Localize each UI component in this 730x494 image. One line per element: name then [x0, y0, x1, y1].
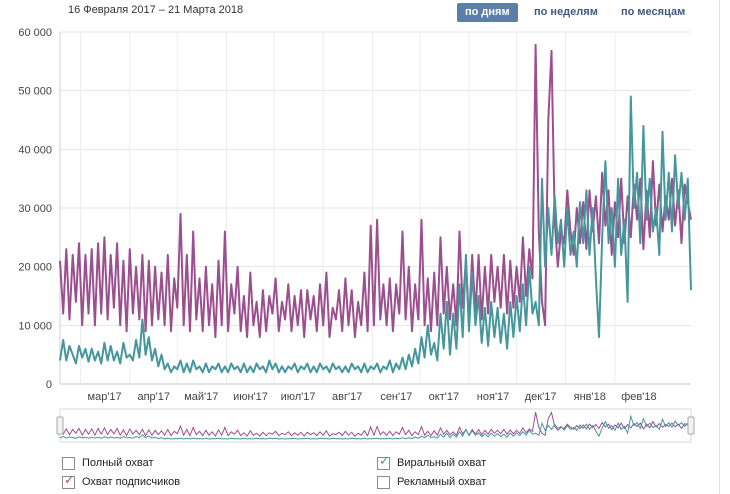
- series-line-0: [59, 43, 692, 339]
- x-tick-label: июн'17: [233, 391, 268, 403]
- check-icon: ✓: [64, 472, 75, 487]
- tab-by-months[interactable]: по месяцам: [621, 6, 686, 18]
- page-right-divider: [719, 0, 720, 494]
- navigator-line-1: [59, 414, 692, 440]
- legend-checkbox-subscriber-reach[interactable]: ✓: [62, 472, 75, 489]
- range-navigator[interactable]: [56, 408, 695, 443]
- check-icon: ✓: [379, 453, 390, 468]
- tab-by-days[interactable]: по дням: [457, 3, 518, 22]
- x-tick-label: май'17: [184, 391, 218, 403]
- navigator-right-handle[interactable]: [687, 416, 695, 435]
- legend-label-viral-reach: Виральный охват: [397, 457, 487, 469]
- y-tick-label: 30 000: [18, 203, 52, 215]
- date-range: 16 Февраля 2017 – 21 Марта 2018: [68, 4, 244, 16]
- y-tick-label: 50 000: [18, 86, 52, 98]
- x-tick-label: мар'17: [88, 391, 122, 403]
- x-tick-label: янв'18: [574, 391, 606, 403]
- x-tick-label: апр'17: [137, 391, 170, 403]
- x-tick-label: июл'17: [281, 391, 316, 403]
- x-tick-label: фев'18: [621, 391, 656, 403]
- legend-label-ad-reach: Рекламный охват: [397, 476, 487, 488]
- navigator-left-handle[interactable]: [56, 416, 64, 435]
- x-tick-label: окт'17: [429, 391, 459, 403]
- legend-checkbox-ad-reach[interactable]: [377, 476, 390, 489]
- reach-chart: 0 10 000 20 000 30 000 40 000 50 000 60 000 ма…: [18, 27, 695, 443]
- tab-by-weeks[interactable]: по неделям: [534, 6, 598, 18]
- legend-checkbox-full-reach[interactable]: [62, 457, 75, 470]
- y-tick-label: 10 000: [18, 320, 52, 332]
- y-tick-label: 60 000: [18, 27, 52, 39]
- x-tick-label: дек'17: [525, 391, 557, 403]
- series-line-1: [59, 95, 692, 374]
- y-tick-label: 20 000: [18, 262, 52, 274]
- y-tick-label: 40 000: [18, 144, 52, 156]
- legend-label-subscriber-reach: Охват подписчиков: [82, 476, 181, 488]
- x-tick-label: авг'17: [332, 391, 362, 403]
- series-lines: [59, 43, 692, 374]
- x-axis-ticks: мар'17 апр'17 май'17 июн'17 июл'17 авг'17 сен'…: [88, 391, 657, 403]
- x-tick-label: ноя'17: [477, 391, 509, 403]
- legend-label-full-reach: Полный охват: [82, 457, 154, 469]
- legend-checkbox-viral-reach[interactable]: ✓: [377, 453, 390, 470]
- y-tick-label: 0: [46, 379, 52, 391]
- y-axis-ticks: 0 10 000 20 000 30 000 40 000 50 000 60 000: [18, 27, 52, 391]
- x-tick-label: сен'17: [380, 391, 412, 403]
- navigator-line-0: [59, 411, 692, 438]
